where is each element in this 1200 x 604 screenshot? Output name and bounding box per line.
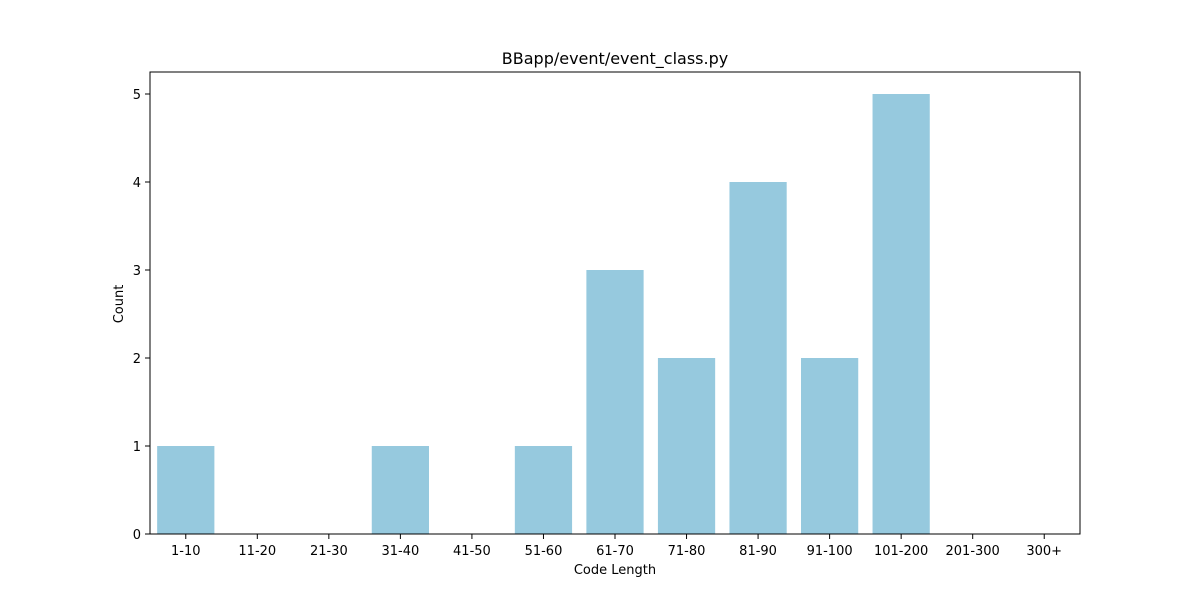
x-tick-label: 51-60 xyxy=(525,544,563,559)
x-tick-label: 91-100 xyxy=(807,544,853,559)
y-axis: 0 1 2 3 4 5 xyxy=(133,88,150,543)
x-tick-label: 11-20 xyxy=(238,544,276,559)
x-tick-label: 81-90 xyxy=(739,544,777,559)
y-tick-label: 5 xyxy=(133,88,141,103)
bar-61-70 xyxy=(586,270,644,534)
bar-51-60 xyxy=(514,446,573,534)
bar-91-100 xyxy=(801,358,859,534)
y-tick-label: 4 xyxy=(133,176,141,191)
x-tick-label: 201-300 xyxy=(946,544,1000,559)
bars-layer xyxy=(157,94,930,534)
y-tick-label: 2 xyxy=(133,352,141,367)
x-tick-label: 101-200 xyxy=(874,544,928,559)
chart-title: BBapp/event/event_class.py xyxy=(502,49,728,69)
bar-101-200 xyxy=(872,94,930,534)
bar-1-10 xyxy=(157,446,215,534)
x-axis: 1-10 11-20 21-30 31-40 41-50 51-60 61-70 71-80 8… xyxy=(171,534,1062,559)
y-axis-label: Count xyxy=(112,285,127,324)
bar-81-90 xyxy=(729,182,787,534)
x-tick-label: 31-40 xyxy=(381,544,419,559)
x-axis-label: Code Length xyxy=(574,563,656,578)
y-tick-label: 1 xyxy=(133,440,141,455)
x-tick-label: 41-50 xyxy=(453,544,491,559)
x-tick-label: 21-30 xyxy=(310,544,348,559)
x-tick-label: 71-80 xyxy=(668,544,706,559)
y-tick-label: 0 xyxy=(133,528,141,543)
bar-31-40 xyxy=(371,446,429,534)
x-tick-label: 61-70 xyxy=(596,544,634,559)
y-tick-label: 3 xyxy=(133,264,141,279)
bar-71-80 xyxy=(657,358,716,534)
x-tick-label: 300+ xyxy=(1026,544,1062,559)
x-tick-label: 1-10 xyxy=(171,544,201,559)
